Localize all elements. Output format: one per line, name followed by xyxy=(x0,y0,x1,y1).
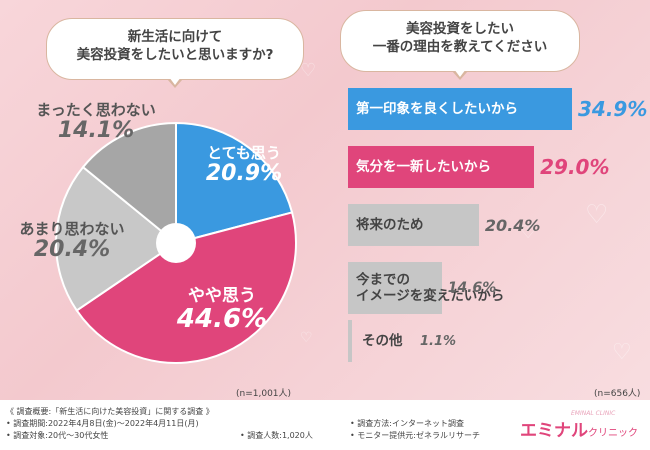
pie-label-slice-0: とても思う 20.9% xyxy=(198,144,290,186)
bar-category-line: 今までの xyxy=(356,272,410,288)
pie-category-label: とても思う xyxy=(207,144,281,162)
bar-sample-size: (n=656人) xyxy=(594,389,641,399)
bar-other: その他 xyxy=(348,320,403,362)
bubble-tail xyxy=(167,77,183,88)
footer-panel xyxy=(0,400,650,450)
right-question-line2: 一番の理由を教えてください xyxy=(372,39,548,55)
bar-change-image: 今までの イメージを変えたいから xyxy=(348,262,504,314)
pie-category-label: まったく思わない xyxy=(36,101,156,119)
survey-period: • 調査期間:2022年4月8日(金)〜2022年4月11日(月) xyxy=(6,419,199,428)
bar-value-label: 1.1% xyxy=(420,333,457,349)
pie-value-label: 44.6% xyxy=(176,303,268,334)
bar-category-label: その他 xyxy=(362,333,403,349)
survey-target: • 調査対象:20代〜30代女性 xyxy=(6,431,109,440)
survey-count: • 調査人数:1,020人 xyxy=(240,431,313,440)
left-question-line1: 新生活に向けて xyxy=(127,29,223,45)
bar-category-label: 将来のため xyxy=(356,217,424,233)
pie-center-hole xyxy=(156,223,196,263)
heart-decoration-icon: ♡ xyxy=(520,222,537,243)
heart-decoration-icon: ♡ xyxy=(300,60,317,81)
bar-category-line: イメージを変えたいから xyxy=(356,288,505,304)
pie-category-label: あまり思わない xyxy=(19,220,125,238)
bar-value-label: 14.6% xyxy=(447,280,497,296)
pie-slice-1 xyxy=(75,211,297,364)
heart-decoration-icon: ♡ xyxy=(585,200,609,230)
pie-slice-3 xyxy=(81,121,177,246)
brand-logo: エミナルクリニック xyxy=(520,416,638,441)
bar-value-label: 20.4% xyxy=(484,215,541,235)
bar-category-label: 第一印象を良くしたいから xyxy=(356,101,518,117)
pie-label-slice-3: まったく思わない 14.1% xyxy=(26,101,166,143)
survey-method: • 調査方法:インターネット調査 xyxy=(350,419,464,428)
pie-slice-0 xyxy=(175,121,294,245)
right-question-bubble: 美容投資をしたい 一番の理由を教えてください xyxy=(340,10,580,80)
right-question-line1: 美容投資をしたい xyxy=(406,21,514,37)
pie-sample-size: (n=1,001人) xyxy=(236,389,292,399)
bar-future: 将来のため xyxy=(348,204,479,246)
brand-name-small: クリニック xyxy=(588,428,638,439)
brand-name-main: エミナル xyxy=(520,421,588,441)
survey-provider: • モニター提供元:ゼネラルリサーチ xyxy=(350,431,480,440)
pie-value-label: 14.1% xyxy=(57,117,135,143)
bar-value-label: 34.9% xyxy=(578,97,648,121)
heart-decoration-icon: ♡ xyxy=(612,340,632,365)
pie-value-label: 20.4% xyxy=(33,236,111,262)
left-question-line2: 美容投資をしたいと思いますか? xyxy=(76,47,274,63)
pie-label-slice-2: あまり思わない 20.4% xyxy=(12,220,132,262)
bar-first-impression: 第一印象を良くしたいから xyxy=(348,88,572,130)
pie-category-label: やや思う xyxy=(188,286,256,306)
pie-value-label: 20.9% xyxy=(205,160,283,186)
pie-label-slice-1: やや思う 44.6% xyxy=(172,286,272,334)
pie-chart xyxy=(55,121,297,364)
bar-category-label: 今までの イメージを変えたいから xyxy=(356,272,504,304)
bubble-tail xyxy=(452,69,468,80)
pie-slice-2 xyxy=(55,165,178,312)
brand-subtitle: EMINAL CLINIC xyxy=(571,410,616,417)
bar-refresh-mood: 気分を一新したいから xyxy=(348,146,535,188)
survey-title: 《 調査概要:「新生活に向けた美容投資」に関する調査 》 xyxy=(6,407,214,416)
bar-category-label: 気分を一新したいから xyxy=(356,159,491,175)
heart-decoration-icon: ♡ xyxy=(300,330,313,346)
bar-value-label: 29.0% xyxy=(540,155,610,179)
left-question-bubble: 新生活に向けて 美容投資をしたいと思いますか? xyxy=(46,18,304,88)
